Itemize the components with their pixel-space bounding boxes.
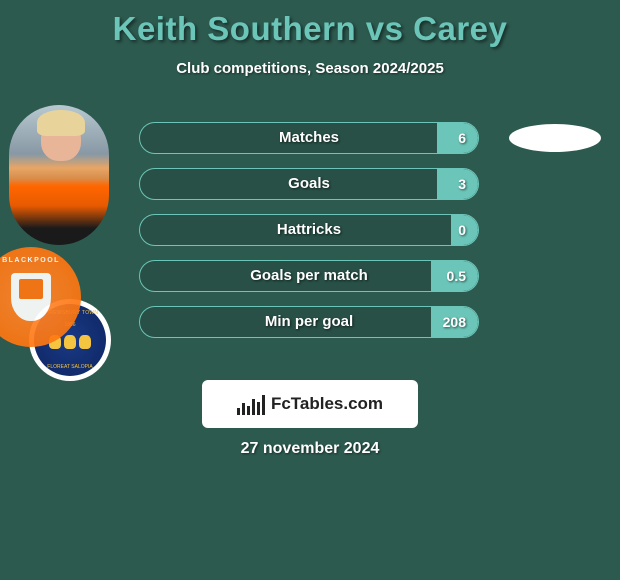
player-photo-left — [9, 105, 109, 245]
stat-value-right: 0.5 — [447, 261, 466, 291]
blackpool-shield — [11, 273, 51, 321]
stat-row-goals-per-match: Goals per match 0.5 — [139, 260, 479, 292]
stats-container: Matches 6 Goals 3 Hattricks 0 Goals per … — [139, 122, 479, 352]
stat-value-right: 208 — [443, 307, 466, 337]
stat-label: Goals — [140, 169, 478, 199]
stat-label: Min per goal — [140, 307, 478, 337]
stat-label: Goals per match — [140, 261, 478, 291]
date-label: 27 november 2024 — [0, 440, 620, 458]
stat-value-right: 0 — [458, 215, 466, 245]
player-photo-right-placeholder — [509, 124, 601, 152]
stat-label: Hattricks — [140, 215, 478, 245]
stat-row-min-per-goal: Min per goal 208 — [139, 306, 479, 338]
brand-text: FcTables.com — [271, 394, 383, 414]
stat-value-right: 6 — [458, 123, 466, 153]
stat-label: Matches — [140, 123, 478, 153]
stat-row-matches: Matches 6 — [139, 122, 479, 154]
stat-row-hattricks: Hattricks 0 — [139, 214, 479, 246]
stat-row-goals: Goals 3 — [139, 168, 479, 200]
page-title: Keith Southern vs Carey — [0, 0, 620, 48]
stat-value-right: 3 — [458, 169, 466, 199]
brand-chart-icon — [237, 393, 265, 415]
badge-motto: FLOREAT SALOPIA — [47, 364, 92, 370]
subtitle: Club competitions, Season 2024/2025 — [0, 60, 620, 77]
brand-logo-box: FcTables.com — [202, 380, 418, 428]
